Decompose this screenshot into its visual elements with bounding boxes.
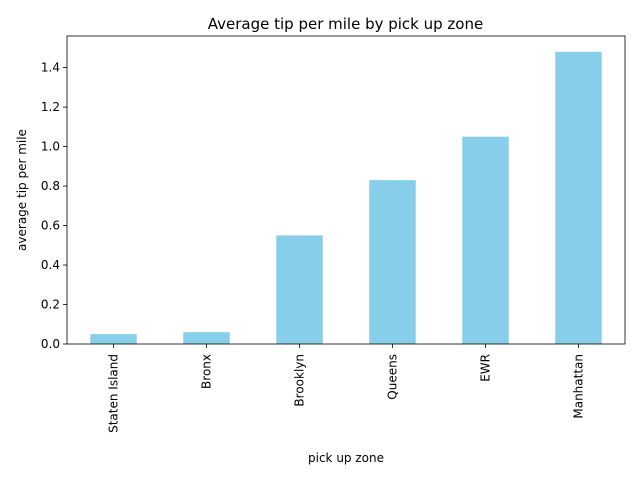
y-axis-label: average tip per mile xyxy=(15,129,29,251)
y-tick-label: 0.8 xyxy=(41,179,60,193)
x-tick-label: Queens xyxy=(386,354,400,400)
bar-staten-island xyxy=(90,334,137,344)
x-axis: Staten Island Bronx Brooklyn Queens EWR Manha… xyxy=(107,344,586,433)
bars-group xyxy=(90,51,602,345)
y-tick-label: 0.2 xyxy=(41,298,60,312)
chart-title: Average tip per mile by pick up zone xyxy=(208,15,483,33)
x-tick-label: Brooklyn xyxy=(293,354,307,407)
y-tick-label: 1.4 xyxy=(41,61,60,75)
y-tick-label: 1.0 xyxy=(41,140,60,154)
bar-queens xyxy=(369,180,416,344)
y-axis: 0.0 0.2 0.4 0.6 0.8 1.0 1.2 1.4 xyxy=(41,61,67,351)
y-tick-label: 0.6 xyxy=(41,219,60,233)
x-axis-label: pick up zone xyxy=(308,451,384,465)
bar-manhattan xyxy=(555,51,602,345)
x-tick-label: EWR xyxy=(479,354,493,382)
x-tick-label: Staten Island xyxy=(107,354,121,433)
x-tick-label: Bronx xyxy=(200,354,214,389)
bar-brooklyn xyxy=(276,235,323,344)
bar-bronx xyxy=(183,332,230,344)
x-tick-label: Manhattan xyxy=(572,354,586,419)
y-tick-label: 0.4 xyxy=(41,258,60,272)
plot-frame xyxy=(66,35,626,345)
bar-ewr xyxy=(462,136,509,344)
y-tick-label: 1.2 xyxy=(41,100,60,114)
y-tick-label: 0.0 xyxy=(41,337,60,351)
